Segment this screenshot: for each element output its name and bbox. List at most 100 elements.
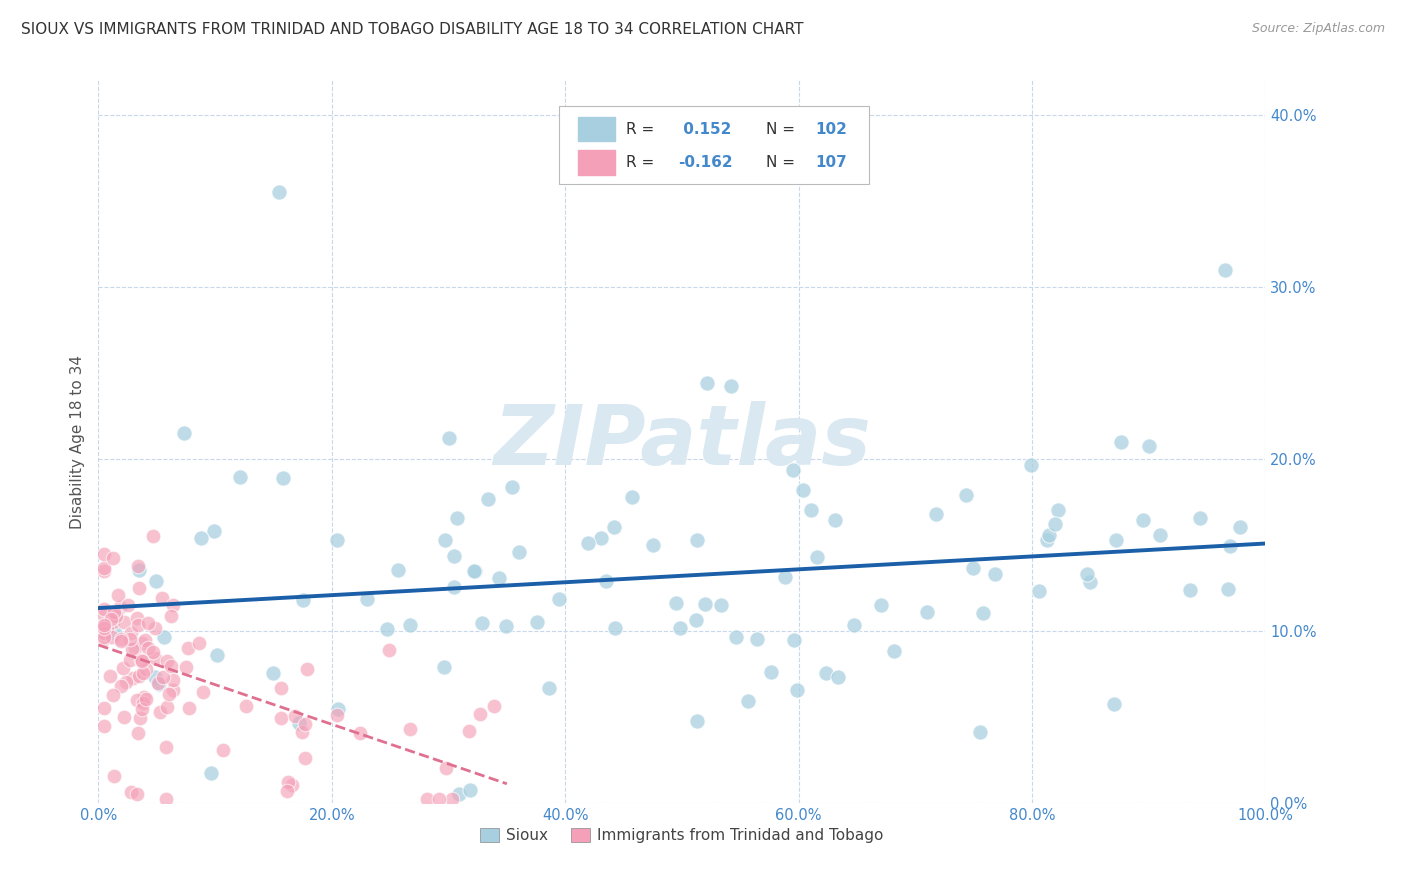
Point: [110, 633, 132, 648]
Point: [725, 631, 748, 645]
Point: [118, 653, 141, 667]
Point: [145, 574, 167, 588]
Point: [595, 574, 617, 588]
Point: [111, 661, 134, 675]
Point: [827, 670, 849, 684]
Point: [665, 596, 688, 610]
Point: [120, 785, 142, 799]
Point: [93, 632, 115, 646]
Point: [1216, 582, 1239, 596]
Point: [156, 654, 179, 668]
Point: [457, 723, 479, 738]
Point: [441, 792, 464, 806]
Point: [686, 714, 709, 728]
Point: [136, 641, 159, 656]
Point: [1076, 567, 1098, 582]
Point: [720, 379, 742, 393]
Point: [93, 618, 115, 632]
Point: [605, 621, 627, 635]
Point: [538, 681, 561, 696]
Point: [464, 565, 486, 579]
Point: [434, 760, 457, 774]
Point: [134, 632, 156, 647]
Point: [155, 792, 177, 806]
Point: [488, 571, 510, 585]
Text: SIOUX VS IMMIGRANTS FROM TRINIDAD AND TOBAGO DISABILITY AGE 18 TO 34 CORRELATION: SIOUX VS IMMIGRANTS FROM TRINIDAD AND TO…: [21, 22, 804, 37]
Point: [270, 711, 292, 725]
Point: [463, 564, 485, 578]
Point: [471, 616, 494, 631]
Text: R =: R =: [626, 121, 659, 136]
Point: [200, 766, 222, 780]
Point: [129, 653, 152, 667]
Point: [800, 503, 823, 517]
Point: [193, 685, 215, 699]
Point: [917, 605, 939, 619]
Point: [93, 607, 115, 622]
Point: [176, 641, 198, 656]
Point: [495, 618, 517, 632]
Point: [477, 491, 499, 506]
Point: [693, 597, 716, 611]
Point: [294, 751, 316, 765]
Y-axis label: Disability Age 18 to 34: Disability Age 18 to 34: [69, 354, 84, 529]
Point: [100, 612, 122, 626]
Text: R =: R =: [626, 155, 659, 169]
Point: [508, 545, 530, 559]
Point: [276, 783, 298, 797]
Point: [148, 677, 170, 691]
Point: [205, 648, 228, 662]
Legend: Sioux, Immigrants from Trinidad and Tobago: Sioux, Immigrants from Trinidad and Toba…: [474, 822, 890, 849]
Point: [104, 626, 127, 640]
Point: [124, 640, 146, 655]
Point: [143, 670, 166, 684]
Point: [143, 621, 166, 635]
Point: [620, 490, 643, 504]
Point: [132, 666, 155, 681]
Point: [815, 665, 838, 680]
Point: [1218, 539, 1240, 553]
Point: [229, 470, 252, 484]
Point: [98, 668, 121, 682]
Text: ZIPatlas: ZIPatlas: [494, 401, 870, 482]
Point: [93, 700, 115, 714]
Point: [686, 533, 709, 548]
Point: [398, 723, 420, 737]
Point: [786, 683, 808, 698]
Point: [1189, 511, 1212, 525]
Point: [127, 787, 149, 801]
Point: [277, 775, 299, 789]
Point: [1137, 439, 1160, 453]
Point: [93, 564, 115, 578]
Point: [129, 710, 152, 724]
Point: [437, 431, 460, 445]
Point: [643, 538, 665, 552]
Point: [156, 700, 179, 714]
Point: [280, 779, 302, 793]
Point: [96, 622, 118, 636]
Point: [93, 618, 115, 632]
Point: [969, 724, 991, 739]
Point: [157, 687, 180, 701]
Point: [93, 547, 115, 561]
Point: [120, 632, 142, 646]
Point: [349, 725, 371, 739]
Point: [127, 726, 149, 740]
Point: [782, 463, 804, 477]
Point: [93, 631, 115, 645]
Point: [188, 636, 211, 650]
Point: [93, 602, 115, 616]
Point: [399, 618, 422, 632]
Point: [132, 690, 155, 704]
Point: [270, 681, 292, 695]
Point: [152, 630, 174, 644]
Point: [136, 615, 159, 630]
Point: [294, 717, 316, 731]
Point: [1229, 520, 1251, 534]
Point: [149, 705, 172, 719]
Point: [1132, 513, 1154, 527]
Point: [710, 598, 733, 612]
Point: [103, 615, 125, 629]
Point: [101, 551, 124, 566]
Point: [93, 626, 115, 640]
